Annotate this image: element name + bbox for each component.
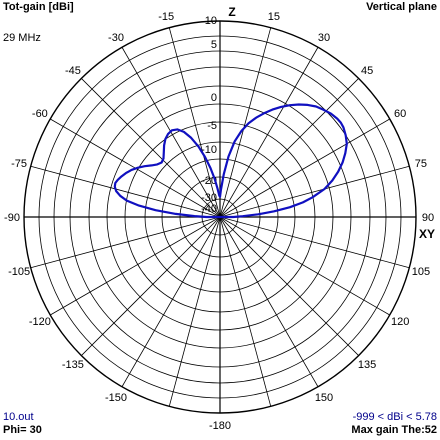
angle-tick-label: -150 — [105, 392, 127, 404]
grid-spoke — [81, 216, 221, 356]
grid-spoke — [219, 216, 410, 269]
grid-spoke — [219, 78, 359, 218]
angle-tick-label: -135 — [62, 359, 84, 371]
radial-tick-label: -30 — [201, 192, 217, 204]
chart-title: Tot-gain [dBi] — [3, 1, 74, 13]
radial-tick-label: -20 — [201, 175, 217, 187]
radial-tick-label: -10 — [201, 144, 217, 156]
grid-spoke — [219, 216, 319, 387]
grid-spoke — [219, 216, 390, 316]
grid-spoke — [219, 118, 390, 218]
angle-tick-label: 75 — [415, 158, 427, 170]
grid-spoke — [50, 216, 221, 316]
grid-spoke — [168, 216, 221, 407]
grid-spoke — [30, 216, 221, 269]
grid-spoke — [219, 165, 410, 218]
grid-spoke — [219, 27, 272, 218]
file-label: 10.out — [3, 411, 34, 423]
phi-label: Phi= 30 — [3, 424, 42, 436]
angle-tick-label: 60 — [394, 108, 406, 120]
angle-tick-label: -15 — [158, 11, 174, 23]
radial-tick-label: -40 — [201, 203, 217, 215]
grid-spoke — [219, 47, 319, 218]
angle-tick-label: -105 — [8, 266, 30, 278]
grid-spoke — [121, 216, 221, 387]
angle-tick-label: 150 — [315, 392, 333, 404]
angle-tick-label: 15 — [268, 11, 280, 23]
radial-tick-label: 10 — [205, 15, 217, 27]
angle-tick-label: 45 — [361, 65, 373, 77]
grid-spoke — [168, 27, 221, 218]
xy-axis-label: XY — [419, 227, 435, 241]
z-axis-label: Z — [228, 5, 235, 19]
max-gain-label: Max gain The:52 — [351, 424, 437, 436]
grid-spoke — [219, 216, 272, 407]
gain-pattern-line — [113, 103, 348, 219]
grid-spoke — [219, 216, 359, 356]
radial-tick-label: 0 — [211, 92, 217, 104]
plane-label: Vertical plane — [366, 1, 437, 13]
angle-tick-label: 90 — [422, 212, 434, 224]
angle-tick-label: -30 — [108, 32, 124, 44]
angle-tick-label: 120 — [391, 316, 409, 328]
frequency-label: 29 MHz — [3, 32, 41, 44]
radial-tick-label: 5 — [211, 39, 217, 51]
angle-tick-label: -60 — [32, 108, 48, 120]
angle-tick-label: -45 — [65, 65, 81, 77]
angle-tick-label: -75 — [11, 158, 27, 170]
angle-tick-label: -180 — [209, 420, 231, 432]
angle-tick-label: 105 — [412, 266, 430, 278]
grid-spoke — [81, 78, 221, 218]
gain-range-label: -999 < dBi < 5.78 — [352, 411, 437, 423]
angle-tick-label: -120 — [29, 316, 51, 328]
angle-tick-label: 30 — [318, 32, 330, 44]
angle-tick-label: 135 — [358, 359, 376, 371]
angle-tick-label: -90 — [4, 212, 20, 224]
radial-tick-label: -5 — [207, 120, 217, 132]
grid-spoke — [30, 165, 221, 218]
